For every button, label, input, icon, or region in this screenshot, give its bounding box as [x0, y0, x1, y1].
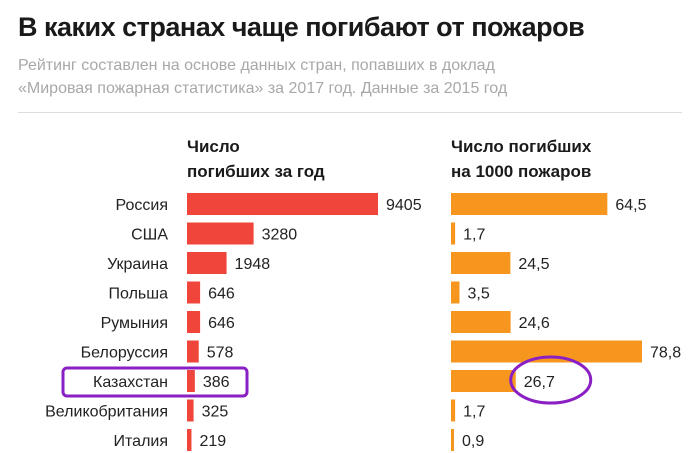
- category-label: Великобритания: [45, 404, 168, 421]
- deaths-bar: [187, 311, 201, 333]
- deaths-column-header: Число погибших за год: [187, 134, 325, 184]
- rate-value-label: 24,5: [518, 256, 549, 273]
- deaths-bar: [187, 222, 254, 245]
- category-label: Румыния: [101, 315, 168, 332]
- rate-value-label: 64,5: [615, 197, 646, 214]
- rate-header-line-1: Число погибших: [451, 137, 592, 156]
- rate-bar: [451, 281, 460, 304]
- rate-value-label: 78,8: [650, 345, 681, 362]
- rate-bar: [451, 252, 511, 274]
- subtitle-line-2: «Мировая пожарная статистика» за 2017 го…: [18, 80, 508, 97]
- rate-bar: [451, 429, 454, 451]
- deaths-value-label: 578: [207, 345, 234, 362]
- rate-bar: [451, 193, 608, 215]
- rate-column-header: Число погибших на 1000 пожаров: [451, 134, 591, 184]
- deaths-bar: [187, 252, 227, 274]
- deaths-bar: [187, 429, 192, 451]
- deaths-value-label: 646: [208, 286, 235, 303]
- category-label: Казахстан: [93, 374, 168, 391]
- deaths-bar: [187, 399, 194, 422]
- subtitle-line-1: Рейтинг составлен на основе данных стран…: [18, 57, 495, 74]
- rate-bar: [451, 370, 516, 392]
- rate-bar: [451, 311, 511, 333]
- deaths-value-label: 219: [199, 433, 226, 450]
- rate-bar: [451, 222, 456, 245]
- deaths-header-line-2: погибших за год: [187, 162, 325, 181]
- deaths-value-label: 3280: [262, 227, 298, 244]
- rate-bar: [451, 399, 456, 422]
- rate-value-label: 1,7: [463, 227, 485, 244]
- deaths-bar: [187, 340, 199, 363]
- highlight-rectangle: [61, 366, 249, 398]
- category-label: Белоруссия: [81, 345, 168, 362]
- category-label: Россия: [116, 197, 168, 214]
- category-label: Италия: [114, 433, 168, 450]
- divider: [18, 112, 682, 113]
- category-label: Польша: [109, 286, 169, 303]
- rate-header-line-2: на 1000 пожаров: [451, 162, 592, 181]
- rate-bar: [451, 340, 642, 363]
- deaths-value-label: 646: [208, 315, 235, 332]
- deaths-value-label: 1948: [235, 256, 271, 273]
- highlight-circle: [509, 355, 593, 405]
- category-label: Украина: [107, 256, 168, 273]
- deaths-bar: [187, 281, 201, 304]
- rate-value-label: 0,9: [462, 433, 484, 450]
- rate-value-label: 24,6: [519, 315, 550, 332]
- rate-value-label: 1,7: [463, 404, 485, 421]
- deaths-value-label: 325: [202, 404, 229, 421]
- deaths-value-label: 9405: [386, 197, 422, 214]
- deaths-value-label: 386: [203, 374, 230, 391]
- chart-title: В каких странах чаще погибают от пожаров: [18, 12, 585, 42]
- rate-value-label: 3,5: [467, 286, 489, 303]
- rate-value-label: 26,7: [524, 374, 555, 391]
- category-label: США: [131, 227, 168, 244]
- deaths-header-line-1: Число: [187, 137, 240, 156]
- deaths-bar: [187, 370, 195, 392]
- deaths-bar: [187, 193, 378, 215]
